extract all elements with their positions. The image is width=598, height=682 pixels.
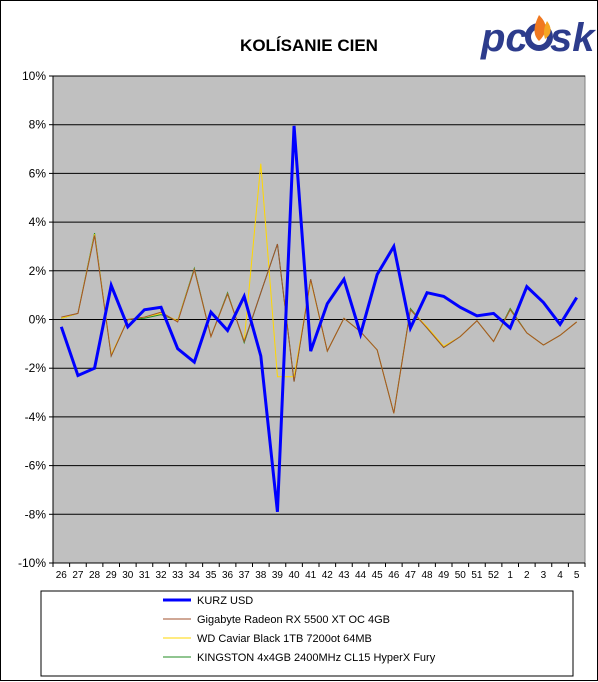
y-tick-label: 8% xyxy=(29,118,47,132)
x-tick-label: 37 xyxy=(239,570,251,581)
x-tick-label: 5 xyxy=(574,570,580,581)
y-tick-label: -4% xyxy=(25,410,47,424)
x-tick-label: 42 xyxy=(322,570,334,581)
flame-o-icon xyxy=(525,15,553,51)
x-tick-label: 38 xyxy=(255,570,267,581)
y-tick-label: -10% xyxy=(18,556,46,570)
x-tick-label: 36 xyxy=(222,570,234,581)
x-tick-label: 35 xyxy=(205,570,217,581)
series-line-1 xyxy=(61,235,578,414)
x-tick-label: 45 xyxy=(372,570,384,581)
logo-text-left: pc xyxy=(480,16,528,60)
x-tick-label: 49 xyxy=(438,570,450,581)
legend-label: KURZ USD xyxy=(197,595,253,607)
y-tick-label: -6% xyxy=(25,459,47,473)
x-tick-label: 2 xyxy=(524,570,530,581)
x-tick-label: 41 xyxy=(305,570,317,581)
y-axis: 10% 8% 6% 4% 2% 0% -2% -4% -6% -8% -10% xyxy=(18,69,54,570)
x-tick-label: 40 xyxy=(289,570,301,581)
legend-label: KINGSTON 4x4GB 2400MHz CL15 HyperX Fury xyxy=(197,652,436,664)
x-tick-label: 3 xyxy=(541,570,547,581)
x-tick-label: 30 xyxy=(122,570,134,581)
y-tick-label: -2% xyxy=(25,361,47,375)
x-tick-label: 48 xyxy=(422,570,434,581)
x-tick-label: 52 xyxy=(488,570,500,581)
x-tick-label: 46 xyxy=(388,570,400,581)
y-tick-label: -8% xyxy=(25,507,47,521)
legend-items: KURZ USD Gigabyte Radeon RX 5500 XT OC 4G… xyxy=(163,595,436,664)
x-tick-label: 47 xyxy=(405,570,417,581)
chart-title: KOLÍSANIE CIEN xyxy=(240,36,378,55)
x-tick-label: 27 xyxy=(72,570,84,581)
x-tick-label: 43 xyxy=(338,570,350,581)
y-tick-label: 2% xyxy=(29,264,47,278)
y-tick-label: 0% xyxy=(29,313,47,327)
x-tick-label: 1 xyxy=(507,570,513,581)
x-tick-label: 50 xyxy=(455,570,467,581)
x-tick-label: 29 xyxy=(106,570,118,581)
x-tick-label: 26 xyxy=(56,570,68,581)
x-tick-label: 44 xyxy=(355,570,367,581)
y-tick-label: 4% xyxy=(29,215,47,229)
pc-sk-logo: pc sk xyxy=(480,15,596,60)
logo-text-right: sk xyxy=(550,16,596,60)
x-axis: 26 27 28 29 30 31 32 33 34 35 36 37 38 39 40 41 42 43 44 45… xyxy=(52,562,586,581)
series-line-0 xyxy=(59,125,578,513)
x-tick-label: 31 xyxy=(139,570,151,581)
x-tick-label: 33 xyxy=(172,570,184,581)
legend xyxy=(40,590,574,677)
x-tick-label: 4 xyxy=(557,570,563,581)
x-tick-label: 28 xyxy=(89,570,101,581)
x-tick-label: 39 xyxy=(272,570,284,581)
x-tick-label: 34 xyxy=(189,570,201,581)
x-tick-label: 51 xyxy=(471,570,483,581)
legend-label: WD Caviar Black 1TB 7200ot 64MB xyxy=(197,633,372,645)
x-tick-label: 32 xyxy=(156,570,168,581)
series-group xyxy=(59,125,578,513)
legend-label: Gigabyte Radeon RX 5500 XT OC 4GB xyxy=(197,614,390,626)
y-tick-label: 10% xyxy=(22,69,46,83)
y-tick-label: 6% xyxy=(29,166,47,180)
